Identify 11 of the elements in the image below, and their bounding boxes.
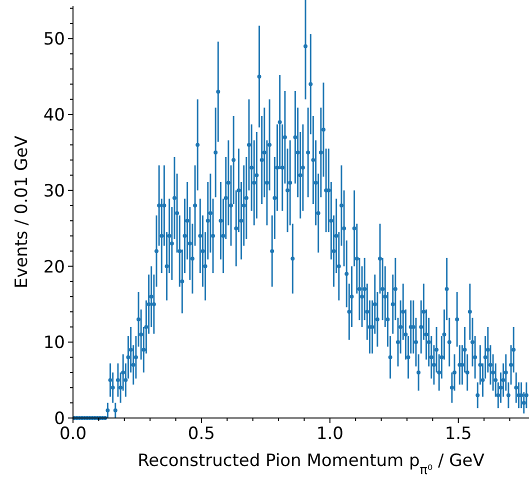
x-axis-title: Reconstructed Pion Momentum p$_{π⁰}$ / GeV (138, 451, 485, 478)
y-tick-label: 50 (43, 30, 65, 50)
x-tick-label: 1.5 (444, 424, 472, 444)
x-tick-label: 1.0 (316, 424, 344, 444)
x-tick-label: 0.0 (59, 424, 87, 444)
y-tick-label: 20 (43, 257, 65, 278)
y-tick-label: 40 (43, 106, 65, 126)
y-axis-title: Events / 0.01 GeV (12, 135, 32, 288)
y-tick-label: 30 (43, 181, 65, 202)
x-tick-label: 0.5 (188, 424, 215, 444)
y-tick-label: 10 (43, 333, 65, 354)
